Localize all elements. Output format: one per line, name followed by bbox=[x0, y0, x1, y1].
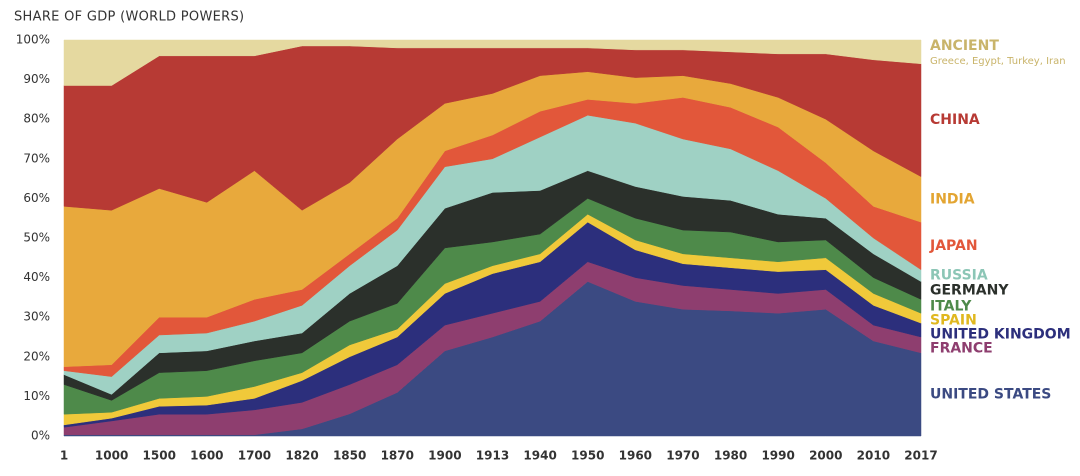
legend-label: INDIA bbox=[930, 191, 975, 207]
y-tick-label: 10% bbox=[23, 389, 50, 403]
chart-title: SHARE OF GDP (WORLD POWERS) bbox=[14, 10, 244, 25]
legend-label: RUSSIA bbox=[930, 268, 988, 284]
x-tick-label: 1950 bbox=[571, 449, 604, 463]
y-tick-label: 100% bbox=[16, 33, 50, 47]
legend-label: UNITED STATES bbox=[930, 386, 1051, 402]
area bbox=[63, 39, 922, 86]
y-tick-label: 50% bbox=[23, 231, 50, 245]
y-tick-label: 20% bbox=[23, 349, 50, 363]
x-tick-label: 1 bbox=[60, 449, 68, 463]
y-tick-label: 0% bbox=[31, 429, 50, 443]
x-tick-label: 1900 bbox=[428, 449, 461, 463]
x-tick-label: 2017 bbox=[904, 449, 937, 463]
x-tick-label: 1600 bbox=[190, 449, 223, 463]
y-tick-label: 70% bbox=[23, 151, 50, 165]
x-tick-label: 1000 bbox=[95, 449, 128, 463]
x-tick-label: 1870 bbox=[381, 449, 414, 463]
y-tick-label: 90% bbox=[23, 72, 50, 86]
legend-label: CHINA bbox=[930, 112, 980, 128]
x-tick-label: 1990 bbox=[761, 449, 794, 463]
x-tick-label: 1913 bbox=[476, 449, 509, 463]
x-tick-label: 1960 bbox=[619, 449, 652, 463]
x-tick-label: 1850 bbox=[333, 449, 366, 463]
legend-label: UNITED KINGDOM bbox=[930, 326, 1071, 342]
y-tick-label: 60% bbox=[23, 191, 50, 205]
legend-label: ANCIENT bbox=[930, 38, 999, 54]
legend-description: Greece, Egypt, Turkey, Iran bbox=[930, 56, 1066, 67]
x-tick-label: 1500 bbox=[143, 449, 176, 463]
legend-label: FRANCE bbox=[930, 340, 993, 356]
y-tick-label: 80% bbox=[23, 112, 50, 126]
x-tick-label: 1980 bbox=[714, 449, 747, 463]
legend-label: SPAIN bbox=[930, 312, 977, 328]
x-tick-label: 1970 bbox=[666, 449, 699, 463]
x-tick-label: 2000 bbox=[809, 449, 842, 463]
legend-label: ITALY bbox=[930, 298, 972, 314]
y-tick-label: 30% bbox=[23, 310, 50, 324]
x-tick-label: 1820 bbox=[285, 449, 318, 463]
y-tick-label: 40% bbox=[23, 270, 50, 284]
x-tick-label: 1700 bbox=[238, 449, 271, 463]
x-tick-label: 1940 bbox=[523, 449, 556, 463]
x-tick-label: 2010 bbox=[857, 449, 890, 463]
legend-label: GERMANY bbox=[930, 282, 1009, 298]
legend-label: JAPAN bbox=[929, 238, 978, 254]
